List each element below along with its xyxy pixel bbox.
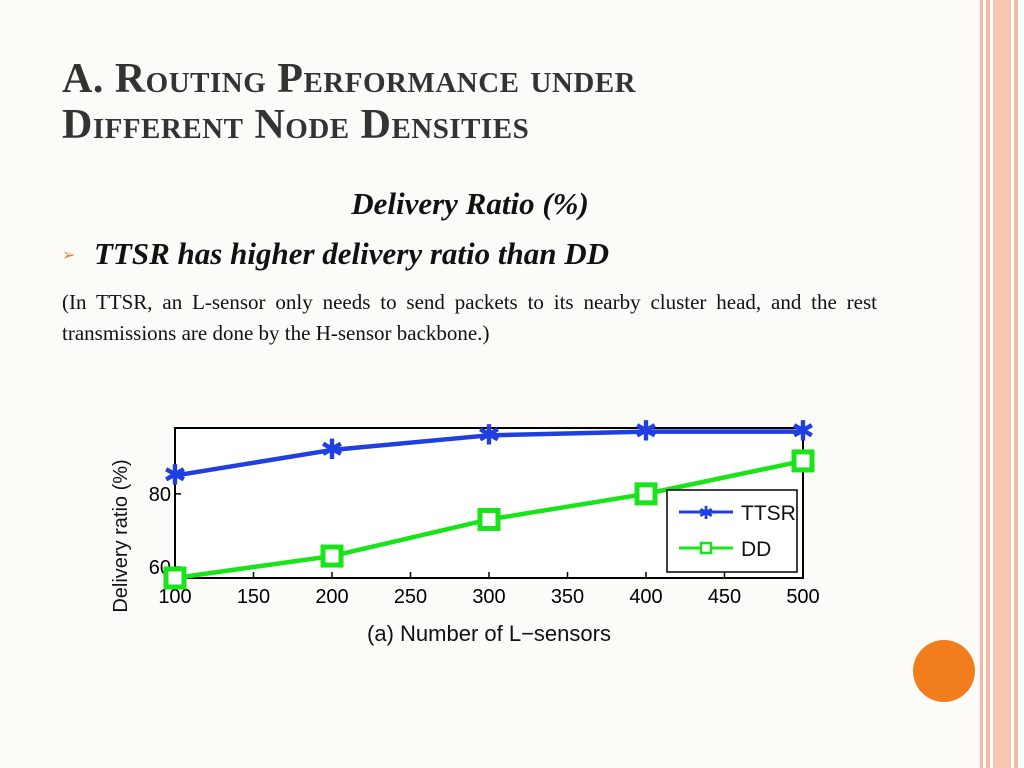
x-tick-label: 300 — [472, 586, 505, 608]
title-line-2: Different Node Densities — [62, 102, 530, 148]
data-point-dd — [634, 482, 658, 506]
x-axis-label: (a) Number of L−sensors — [367, 621, 611, 646]
x-tick-label: 250 — [394, 586, 427, 608]
legend-dd-marker — [699, 541, 713, 555]
legend-ttsr-label: TTSR — [741, 502, 796, 525]
bullet-text: TTSR has higher delivery ratio than DD — [94, 236, 609, 271]
chart-legend: ✱ TTSR DD — [666, 489, 798, 573]
slide-subtitle: Delivery Ratio (%) — [351, 186, 589, 221]
x-tick-label: 350 — [551, 586, 584, 608]
data-point-ttsr: ✱ — [163, 459, 186, 492]
decorative-orange-circle — [913, 640, 975, 702]
legend-box — [666, 489, 798, 573]
bullet-point: ➢ TTSR has higher delivery ratio than DD — [62, 236, 882, 272]
data-point-dd — [163, 566, 187, 590]
x-tick-label: 150 — [237, 586, 270, 608]
data-point-dd — [477, 507, 501, 531]
data-point-ttsr: ✱ — [791, 415, 814, 448]
legend-dd-label: DD — [741, 538, 771, 561]
legend-ttsr-marker: ✱ — [698, 503, 713, 524]
x-tick-label: 500 — [786, 586, 819, 608]
x-tick-label: 200 — [315, 586, 348, 608]
arrow-bullet-icon: ➢ — [62, 244, 76, 264]
data-point-ttsr: ✱ — [477, 418, 500, 451]
x-tick-label: 400 — [629, 586, 662, 608]
y-tick-label: 80 — [149, 484, 171, 506]
data-point-dd — [791, 449, 815, 473]
x-tick-label: 100 — [158, 586, 191, 608]
explanation-paragraph: (In TTSR, an L-sensor only needs to send… — [62, 290, 877, 345]
x-tick-label: 450 — [708, 586, 741, 608]
right-border-stripes — [980, 0, 1024, 768]
y-axis-label: Delivery ratio (%) — [110, 459, 132, 612]
data-point-dd — [320, 544, 344, 568]
data-point-ttsr: ✱ — [320, 433, 343, 466]
data-point-ttsr: ✱ — [634, 415, 657, 448]
slide-title: A. Routing Performance under Different N… — [62, 56, 922, 148]
title-line-1: A. Routing Performance under — [62, 56, 637, 102]
series-line-ttsr — [174, 429, 803, 478]
